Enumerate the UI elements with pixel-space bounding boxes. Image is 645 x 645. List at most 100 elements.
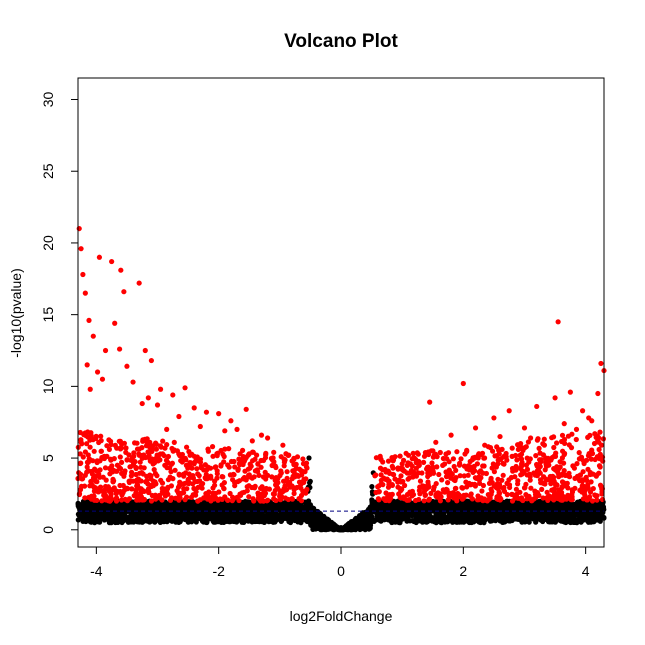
non-significant-point: [104, 512, 110, 518]
non-significant-point: [403, 508, 409, 514]
non-significant-point: [526, 519, 532, 525]
non-significant-point: [582, 514, 588, 521]
significant-point: [407, 461, 413, 467]
non-significant-point: [566, 515, 572, 521]
non-significant-point: [313, 517, 319, 523]
significant-point: [496, 447, 503, 453]
significant-point: [263, 450, 269, 456]
significant-point: [444, 487, 450, 493]
non-significant-point: [182, 504, 188, 510]
significant-point: [483, 470, 489, 477]
data-point-series-0-42: [234, 426, 240, 432]
significant-point: [559, 485, 565, 491]
significant-point: [110, 479, 116, 485]
non-significant-point: [287, 505, 293, 511]
non-significant-point: [294, 506, 300, 512]
significant-point: [167, 497, 174, 503]
non-significant-point: [308, 521, 314, 527]
non-significant-point: [474, 509, 480, 515]
significant-point: [144, 478, 150, 484]
significant-point: [583, 474, 589, 480]
significant-point: [207, 496, 213, 502]
significant-point: [593, 473, 599, 479]
non-significant-point: [286, 519, 292, 525]
non-significant-point: [211, 507, 217, 513]
non-significant-point: [525, 513, 531, 519]
non-significant-point: [503, 509, 509, 515]
significant-point: [290, 473, 296, 479]
non-significant-point: [478, 518, 484, 524]
non-significant-point: [513, 505, 519, 511]
non-significant-point: [360, 521, 366, 528]
non-significant-point: [569, 505, 575, 511]
significant-point: [600, 436, 607, 442]
data-point-series-0-9: [116, 346, 123, 352]
significant-point: [148, 498, 155, 504]
data-point-series-0-22: [243, 406, 249, 412]
non-significant-point: [125, 518, 131, 524]
significant-point: [588, 456, 594, 462]
significant-point: [585, 482, 591, 488]
significant-point: [225, 497, 231, 503]
significant-point: [206, 489, 212, 495]
data-point-series-0-28: [87, 386, 93, 392]
non-significant-point: [510, 512, 516, 518]
non-significant-point: [106, 506, 112, 512]
data-point-series-0-30: [99, 376, 106, 382]
significant-point: [513, 452, 519, 459]
significant-point: [500, 472, 506, 478]
significant-point: [203, 476, 209, 482]
non-significant-point: [109, 516, 115, 523]
significant-point: [403, 450, 409, 456]
significant-point: [536, 445, 542, 451]
non-significant-point: [544, 510, 550, 516]
non-significant-point: [162, 505, 168, 511]
data-point-series-0-34: [139, 400, 145, 407]
data-point-series-0-66: [472, 425, 479, 431]
non-significant-point: [90, 506, 96, 512]
significant-point: [437, 498, 443, 504]
non-significant-point: [524, 500, 530, 506]
significant-point: [588, 479, 594, 485]
data-point-series-0-2: [80, 271, 86, 278]
significant-point: [134, 440, 140, 446]
data-point-series-0-61: [579, 408, 586, 414]
non-significant-point: [530, 516, 536, 522]
data-point-series-0-39: [197, 423, 203, 430]
non-significant-point: [176, 502, 182, 508]
non-significant-point: [397, 511, 403, 518]
significant-point: [413, 465, 419, 471]
non-significant-point: [468, 514, 474, 520]
significant-point: [541, 442, 548, 448]
non-significant-point: [358, 517, 364, 523]
non-significant-point: [576, 500, 582, 506]
non-significant-point: [376, 517, 382, 523]
non-significant-point: [116, 515, 122, 521]
significant-point: [258, 464, 264, 470]
significant-point: [124, 485, 130, 491]
non-significant-point: [479, 506, 485, 512]
non-significant-point: [183, 512, 189, 518]
data-point-series-0-11: [121, 289, 127, 295]
data-point-series-0-57: [552, 395, 558, 401]
significant-point: [300, 456, 306, 462]
significant-point: [177, 453, 183, 459]
significant-point: [589, 498, 596, 504]
significant-point: [221, 480, 227, 486]
non-significant-point: [354, 516, 360, 522]
non-significant-point: [220, 511, 226, 517]
data-point-series-0-68: [433, 439, 439, 445]
significant-point: [376, 489, 382, 495]
significant-point: [246, 494, 252, 500]
non-significant-point: [597, 518, 603, 524]
significant-point: [392, 476, 398, 482]
significant-point: [104, 443, 110, 449]
non-significant-point: [242, 516, 248, 523]
data-point-series-0-8: [109, 258, 115, 265]
significant-point: [194, 466, 200, 472]
non-significant-point: [399, 515, 405, 522]
non-significant-point: [267, 505, 273, 511]
non-significant-point: [389, 511, 395, 517]
non-significant-point: [415, 513, 421, 519]
non-significant-point: [544, 515, 551, 521]
